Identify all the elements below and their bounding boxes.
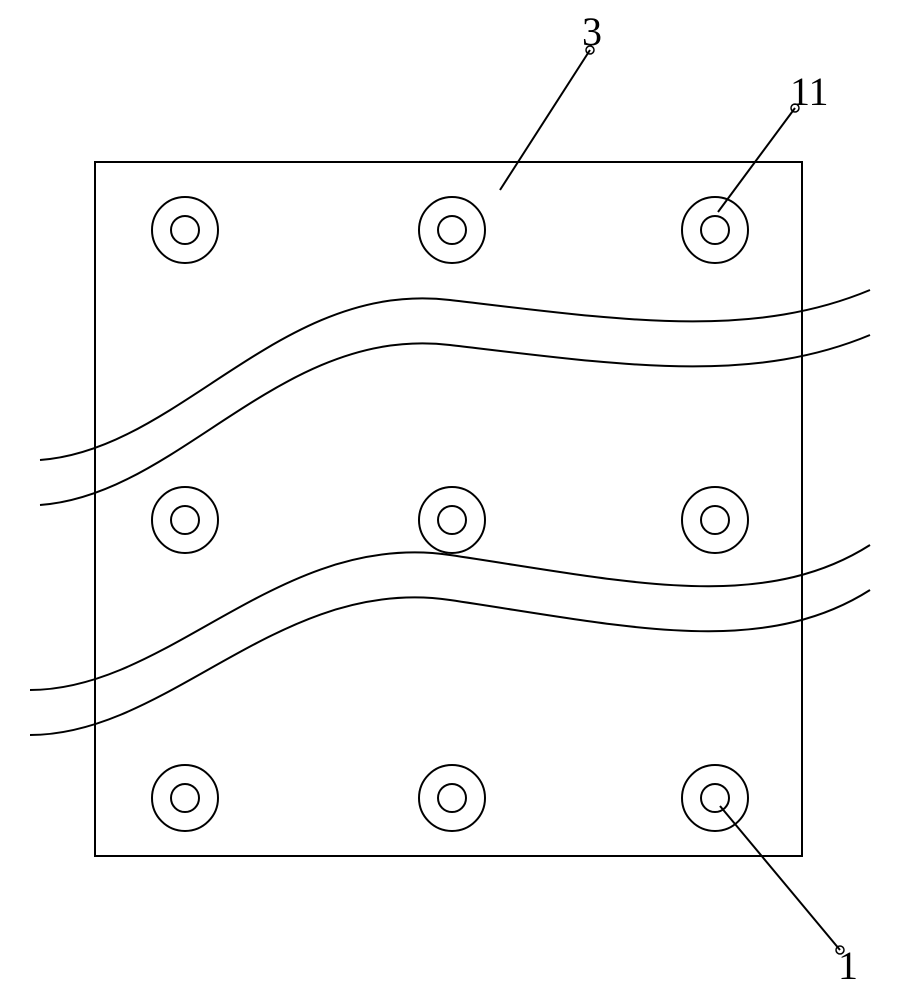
callout-label: 3 — [582, 8, 602, 55]
callout-label: 1 — [838, 942, 858, 989]
callout-label: 11 — [790, 68, 829, 115]
diagram-canvas — [0, 0, 903, 1000]
